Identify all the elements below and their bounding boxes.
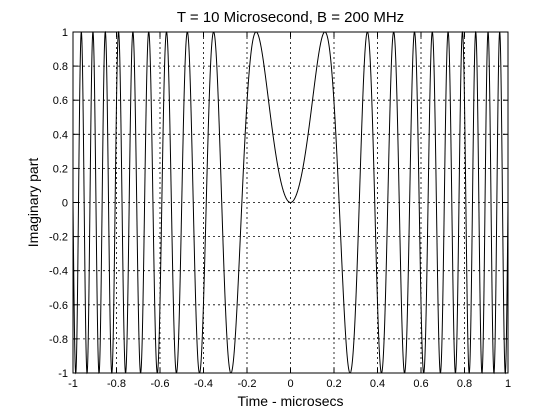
x-tick-label: -0.4 [194,378,213,390]
y-tick-label: 0 [62,198,68,210]
y-tick-label: 0.8 [53,61,68,73]
y-tick-label: -0.6 [49,300,68,312]
y-axis-label: Imaginary part [25,158,41,248]
y-tick-label: 1 [62,27,68,39]
x-tick-label: 0.2 [326,378,341,390]
y-tick-label: 0.4 [53,129,68,141]
x-tick-label: -0.8 [107,378,126,390]
x-tick-label: 0.6 [413,378,428,390]
y-tick-label: -0.8 [49,334,68,346]
tick-layer: -1 -0.8 -0.6 -0.4 -0.2 0 0.2 0.4 0.6 0.8 1 -1 -0.8 -0… [49,27,511,390]
chart-title: T = 10 Microsecond, B = 200 MHz [177,9,404,26]
x-tick-label: 0 [287,378,293,390]
y-tick-label: -0.4 [49,266,68,278]
y-tick-label: -0.2 [49,232,68,244]
y-tick-label: 0.6 [53,95,68,107]
curve-layer [72,30,509,375]
x-tick-label: 1 [505,378,511,390]
x-tick-label: -1 [68,378,78,390]
x-tick-label: -0.6 [151,378,170,390]
chirp-series-line [72,30,509,375]
x-tick-label: -0.2 [238,378,257,390]
x-axis-label: Time - microsecs [237,393,343,409]
x-tick-label: 0.4 [370,378,385,390]
x-tick-label: 0.8 [457,378,472,390]
y-tick-label: -1 [58,368,68,380]
y-tick-label: 0.2 [53,163,68,175]
